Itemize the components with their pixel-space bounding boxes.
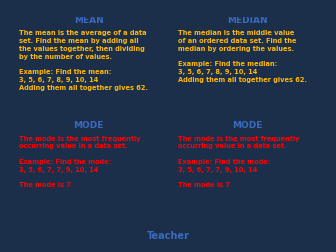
Text: The mode is the most frequently
occurring value in a data set.

Example: Find th: The mode is the most frequently occurrin… [19, 136, 141, 188]
Text: MEAN: MEAN [74, 16, 103, 24]
Text: The median is the middle value
of an ordered data set. Find the
median by orderi: The median is the middle value of an ord… [178, 30, 307, 83]
Text: Teacher: Teacher [146, 231, 190, 241]
Text: MEDIAN: MEDIAN [227, 16, 268, 24]
Text: The mode is the most frequently
occurring value in a data set.

Example: Find th: The mode is the most frequently occurrin… [178, 136, 300, 188]
Text: MODE: MODE [232, 121, 262, 130]
Text: MODE: MODE [74, 121, 104, 130]
Text: The mean is the average of a data
set. Find the mean by adding all
the values to: The mean is the average of a data set. F… [19, 30, 149, 91]
